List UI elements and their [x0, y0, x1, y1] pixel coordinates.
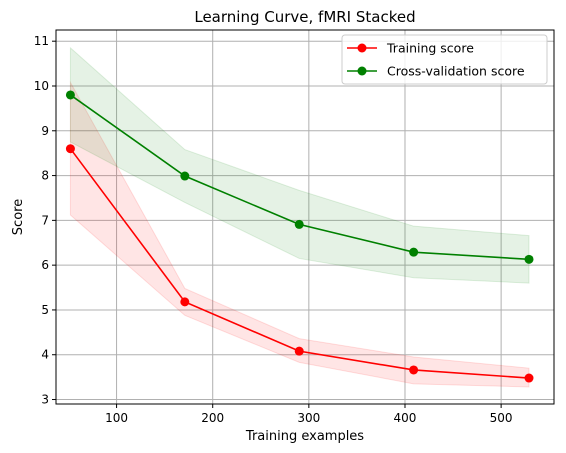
- axis-ticks: 100 200 300 400 500 3 4 5 6 7 8 9 10 11: [34, 34, 513, 425]
- legend: Training score Cross-validation score: [341, 34, 548, 85]
- y-tick-label: 4: [41, 348, 49, 362]
- training-legend-marker: [357, 43, 367, 53]
- cross-validation-score-point: [409, 247, 419, 257]
- training-score-point: [524, 373, 534, 383]
- y-tick-label: 7: [41, 213, 49, 227]
- y-tick-label: 9: [41, 124, 49, 138]
- x-tick-label: 300: [297, 411, 320, 425]
- cross-validation-score-point: [524, 254, 534, 264]
- cross-validation-legend-label: Cross-validation score: [387, 64, 525, 79]
- y-axis-title: Score: [11, 199, 26, 235]
- cross-validation-score-point: [294, 219, 304, 229]
- confidence-bands: [69, 46, 530, 388]
- legend-box: [341, 34, 548, 85]
- y-tick-label: 10: [34, 79, 49, 93]
- series-points: [65, 90, 534, 383]
- y-tick-label: 8: [41, 169, 49, 183]
- training-legend-label: Training score: [386, 41, 474, 56]
- cross-validation-score-point: [180, 171, 190, 181]
- x-tick-label: 500: [490, 411, 513, 425]
- cross-validation-score-point: [65, 90, 75, 100]
- y-tick-label: 3: [41, 393, 49, 407]
- x-tick-label: 400: [394, 411, 417, 425]
- plot-frame: [55, 29, 555, 405]
- x-axis-title: Training examples: [245, 429, 364, 444]
- y-tick-label: 6: [41, 258, 49, 272]
- training-score-band: [69, 80, 530, 388]
- y-tick-label: 5: [41, 303, 49, 317]
- x-tick-label: 200: [201, 411, 224, 425]
- y-tick-label: 11: [34, 34, 49, 48]
- training-score-point: [65, 144, 75, 154]
- chart-title: Learning Curve, fMRI Stacked: [194, 8, 415, 26]
- x-tick-label: 100: [105, 411, 128, 425]
- cross-validation-legend-marker: [357, 66, 367, 76]
- training-score-point: [294, 346, 304, 356]
- training-score-point: [409, 365, 419, 375]
- training-score-point: [180, 297, 190, 307]
- cross-validation-score-band: [69, 46, 530, 284]
